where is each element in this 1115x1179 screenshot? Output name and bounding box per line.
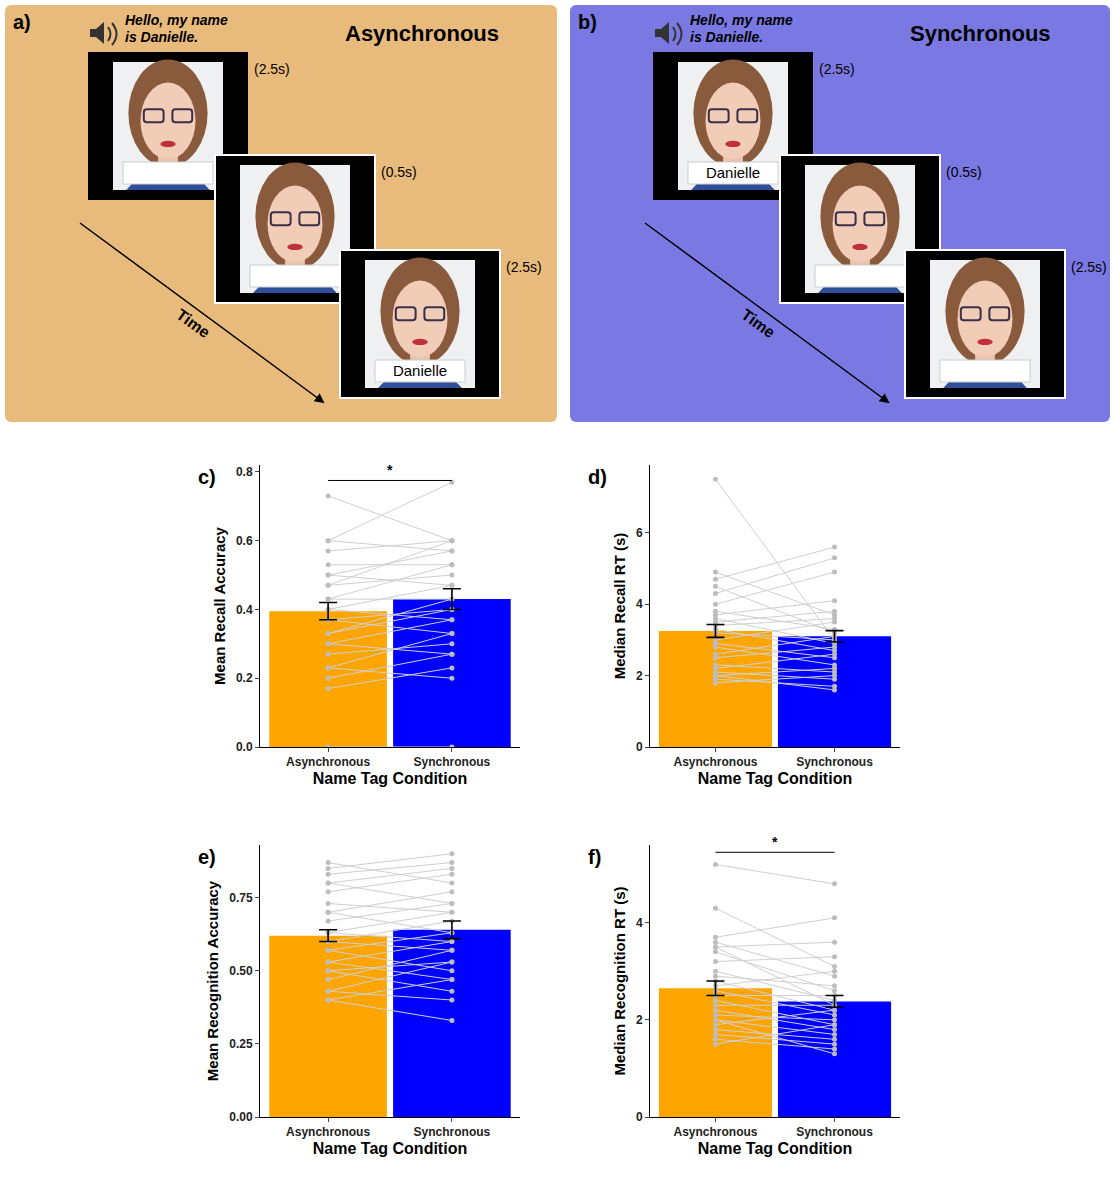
svg-text:(2.5s): (2.5s): [506, 259, 542, 275]
svg-text:Asynchronous: Asynchronous: [673, 755, 757, 769]
svg-text:Name Tag Condition: Name Tag Condition: [698, 770, 852, 787]
svg-text:b): b): [578, 11, 597, 33]
svg-text:is Danielle.: is Danielle.: [125, 29, 198, 45]
svg-text:Hello, my name: Hello, my name: [690, 12, 793, 28]
svg-text:Median Recall RT (s): Median Recall RT (s): [611, 533, 628, 680]
svg-text:0.0: 0.0: [236, 740, 253, 754]
svg-text:Mean Recall Accuracy: Mean Recall Accuracy: [211, 526, 228, 685]
svg-text:Synchronous: Synchronous: [796, 755, 873, 769]
html-text:f): f): [588, 846, 602, 868]
svg-text:0.2: 0.2: [236, 671, 253, 685]
svg-text:4: 4: [636, 597, 643, 611]
svg-text:a): a): [13, 11, 31, 33]
svg-text:Danielle: Danielle: [393, 362, 447, 379]
html-text:e): e): [198, 846, 216, 868]
svg-text:Asynchronous: Asynchronous: [286, 1125, 370, 1139]
svg-text:Synchronous: Synchronous: [796, 1125, 873, 1139]
svg-text:Asynchronous: Asynchronous: [673, 1125, 757, 1139]
svg-text:0: 0: [636, 740, 643, 754]
svg-text:Name Tag Condition: Name Tag Condition: [698, 1140, 852, 1157]
svg-text:2: 2: [636, 1013, 643, 1027]
svg-text:Time: Time: [173, 306, 213, 342]
svg-text:Time: Time: [738, 306, 778, 342]
svg-text:(2.5s): (2.5s): [254, 61, 290, 77]
svg-text:Synchronous: Synchronous: [414, 1125, 491, 1139]
svg-text:0.25: 0.25: [229, 1037, 253, 1051]
svg-text:*: *: [387, 462, 393, 478]
svg-text:Danielle: Danielle: [706, 164, 760, 181]
svg-text:Name Tag Condition: Name Tag Condition: [313, 1140, 467, 1157]
svg-text:Asynchronous: Asynchronous: [286, 755, 370, 769]
svg-text:Synchronous: Synchronous: [910, 21, 1051, 46]
svg-text:(2.5s): (2.5s): [819, 61, 855, 77]
svg-text:Median Recognition RT (s): Median Recognition RT (s): [611, 886, 628, 1075]
svg-text:0.8: 0.8: [236, 465, 253, 479]
html-text:c): c): [198, 466, 216, 488]
svg-text:0.4: 0.4: [236, 603, 253, 617]
svg-text:Name Tag Condition: Name Tag Condition: [313, 770, 467, 787]
svg-text:Asynchronous: Asynchronous: [345, 21, 499, 46]
svg-text:0.75: 0.75: [229, 891, 253, 905]
svg-text:(0.5s): (0.5s): [946, 164, 982, 180]
svg-text:0.00: 0.00: [229, 1110, 253, 1124]
html-text:d): d): [588, 466, 607, 488]
svg-text:is Danielle.: is Danielle.: [690, 29, 763, 45]
svg-text:2: 2: [636, 669, 643, 683]
svg-text:0.50: 0.50: [229, 964, 253, 978]
svg-text:0.6: 0.6: [236, 534, 253, 548]
svg-text:(0.5s): (0.5s): [381, 164, 417, 180]
svg-text:0: 0: [636, 1110, 643, 1124]
svg-text:Hello, my name: Hello, my name: [125, 12, 228, 28]
svg-text:(2.5s): (2.5s): [1071, 259, 1107, 275]
svg-text:Synchronous: Synchronous: [414, 755, 491, 769]
svg-text:Mean Recognition Accuracy: Mean Recognition Accuracy: [204, 880, 221, 1081]
svg-text:*: *: [772, 835, 778, 850]
svg-text:6: 6: [636, 526, 643, 540]
svg-text:4: 4: [636, 916, 643, 930]
